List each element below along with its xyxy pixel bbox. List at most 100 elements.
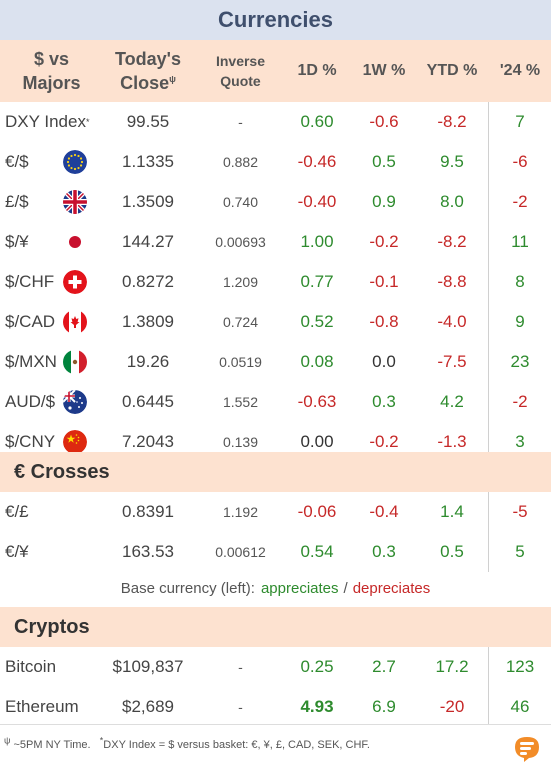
column-divider-crosses [488,492,489,572]
change-w1: -0.1 [369,272,399,291]
pair-name: Ethereum [0,687,125,727]
pair-name-text: $/CNY [5,432,56,451]
inverse-quote: - [238,114,243,130]
change-w1: -0.4 [369,502,399,521]
change-d1: -0.63 [297,392,337,411]
change-d1: 0.52 [300,312,334,331]
change-y24: -2 [512,192,528,211]
inverse-quote: 0.882 [222,154,259,170]
legend-depreciates: depreciates [352,579,431,597]
pair-name: $/¥ [0,222,105,262]
change-d1: -0.46 [297,152,337,171]
close-value: 1.3809 [122,312,174,331]
legend-slash: / [343,579,348,597]
table-row: Bitcoin $109,837 - 0.25 2.7 17.2 123 [0,647,551,687]
change-ytd: 0.5 [440,542,464,561]
uk-flag-icon [63,190,87,214]
change-w1: -0.8 [369,312,399,331]
footer: ψ ~5PM NY Time. *DXY Index = $ versus ba… [0,724,551,771]
table-header: $ vs Majors Today's Closeψ Inverse Quote 1D… [0,40,551,102]
change-d1: 4.93 [300,697,334,716]
table-row: $/CAD 1.3809 0.724 0.52 -0.8 -4.0 9 [0,302,551,342]
header-24: '24 % [499,62,541,80]
pair-name: $/CAD [0,302,105,342]
footnote-2: DXY Index = $ versus basket: €, ¥, £, CA… [103,739,370,751]
change-y24: 23 [510,352,530,371]
pair-name-text: £/$ [5,192,29,211]
header-1w: 1W % [362,62,406,80]
table-row: $/¥ 144.27 0.00693 1.00 -0.2 -8.2 11 [0,222,551,262]
table-row: $/MXN 19.26 0.0519 0.08 0.0 -7.5 23 [0,342,551,382]
change-d1: -0.06 [297,502,337,521]
pair-name-text: €/£ [5,502,29,521]
table-row: €/¥ 163.53 0.00612 0.54 0.3 0.5 5 [0,532,551,572]
change-ytd: 9.5 [440,152,464,171]
pair-name: $/MXN [0,342,105,382]
pair-name-text: $/CAD [5,312,56,331]
change-ytd: -7.5 [437,352,467,371]
table-row: Ethereum $2,689 - 4.93 6.9 -20 46 [0,687,551,727]
table-row: $/CHF 0.8272 1.209 0.77 -0.1 -8.8 8 [0,262,551,302]
table-row: €/£ 0.8391 1.192 -0.06 -0.4 1.4 -5 [0,492,551,532]
cryptos-section-title: Cryptos [0,607,551,647]
header-inverse-line2: Quote [220,73,261,89]
pair-name: DXY Index * [5,112,90,131]
table-row: £/$ 1.3509 0.740 -0.40 0.9 8.0 -2 [0,182,551,222]
pair-name-text: Ethereum [5,697,79,716]
japan-flag-icon [63,230,87,254]
change-y24: 11 [511,232,529,251]
header-close-line1: Today's [115,48,181,69]
change-ytd: -8.2 [437,112,467,131]
footnote-sup-2: * [99,735,104,746]
pair-name: $/CNY [0,422,105,462]
change-d1: 0.25 [300,657,334,676]
change-d1: 0.54 [300,542,334,561]
pair-name: $/CHF [0,262,105,302]
change-w1: -0.2 [369,432,399,451]
change-y24: 5 [515,542,525,561]
inverse-quote: 1.192 [222,504,259,520]
eu-flag-icon [63,150,87,174]
logo-icon [515,737,539,762]
australia-flag-icon [63,390,87,414]
close-value: 19.26 [126,352,170,371]
change-y24: 7 [515,112,525,131]
footnote-1: ~5PM NY Time. [10,739,91,751]
pair-name-text: $/MXN [5,352,57,371]
color-legend: Base currency (left): appreciates / depr… [0,572,551,604]
inverse-quote: 1.552 [222,394,259,410]
change-w1: 0.3 [372,542,396,561]
swiss-flag-icon [63,270,87,294]
change-d1: 0.60 [300,112,334,131]
pair-name-text: €/$ [5,152,29,171]
inverse-quote: - [238,699,243,715]
close-value: $109,837 [112,657,184,676]
change-w1: 6.9 [372,697,396,716]
close-value: 0.8272 [122,272,174,291]
table-row: €/$ 1.1335 0.882 -0.46 0.5 9.5 -6 [0,142,551,182]
close-value: 99.55 [126,112,170,131]
change-ytd: -8.2 [437,232,467,251]
pair-name-text: Bitcoin [5,657,57,676]
inverse-quote: 0.00612 [215,544,266,560]
inverse-quote: - [238,659,243,675]
header-inverse-line1: Inverse [215,52,266,69]
close-value: 0.6445 [122,392,174,411]
header-close: Today's Closeψ [103,40,193,102]
pair-name: €/¥ [0,532,105,572]
footnote: ψ ~5PM NY Time. *DXY Index = $ versus ba… [4,736,370,751]
change-y24: -2 [512,392,528,411]
change-ytd: -20 [439,697,465,716]
change-ytd: 1.4 [440,502,464,521]
change-w1: 0.9 [372,192,396,211]
table-row: DXY Index * 99.55 - 0.60 -0.6 -8.2 7 [0,102,551,142]
inverse-quote: 0.724 [222,314,259,330]
header-majors-line2: Majors [22,73,81,93]
column-divider-cryptos [488,647,489,724]
change-d1: -0.40 [297,192,337,211]
header-close-line2: Close [120,73,170,93]
close-value: 7.2043 [122,432,174,451]
change-w1: -0.2 [369,232,399,251]
legend-prefix: Base currency (left): [120,579,255,597]
china-flag-icon [63,430,87,454]
